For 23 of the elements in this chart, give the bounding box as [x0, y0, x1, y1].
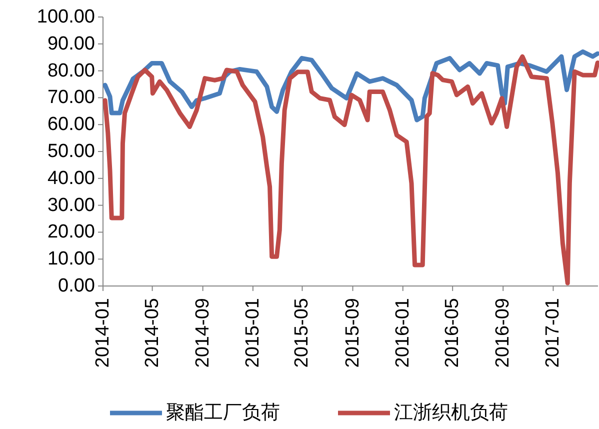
ytick: 40.00: [47, 168, 95, 189]
ytick: 70.00: [47, 87, 95, 108]
ytick: 20.00: [47, 222, 95, 243]
xtick: 2016-09: [492, 298, 514, 368]
legend-label: 江浙织机负荷: [394, 402, 508, 424]
xtick: 2015-09: [342, 298, 364, 368]
xtick: 2014-01: [92, 298, 114, 368]
ytick: 30.00: [47, 194, 95, 216]
ytick: 10.00: [47, 248, 95, 270]
xtick: 2017-01: [542, 298, 564, 368]
xtick: 2015-01: [242, 298, 264, 368]
ytick: 90.00: [47, 33, 95, 54]
xtick: 2014-09: [192, 298, 214, 368]
legend-label: 聚酯工厂负荷: [166, 402, 280, 424]
ytick: 0.00: [58, 276, 95, 296]
xtick: 2014-05: [142, 298, 163, 368]
ytick: 100.00: [36, 6, 95, 28]
xtick: 2016-05: [442, 298, 464, 368]
ytick: 60.00: [47, 114, 95, 136]
ytick: 50.00: [47, 141, 95, 162]
ytick: 80.00: [47, 60, 95, 82]
xtick: 2015-05: [292, 298, 313, 368]
xtick: 2016-01: [392, 298, 414, 368]
